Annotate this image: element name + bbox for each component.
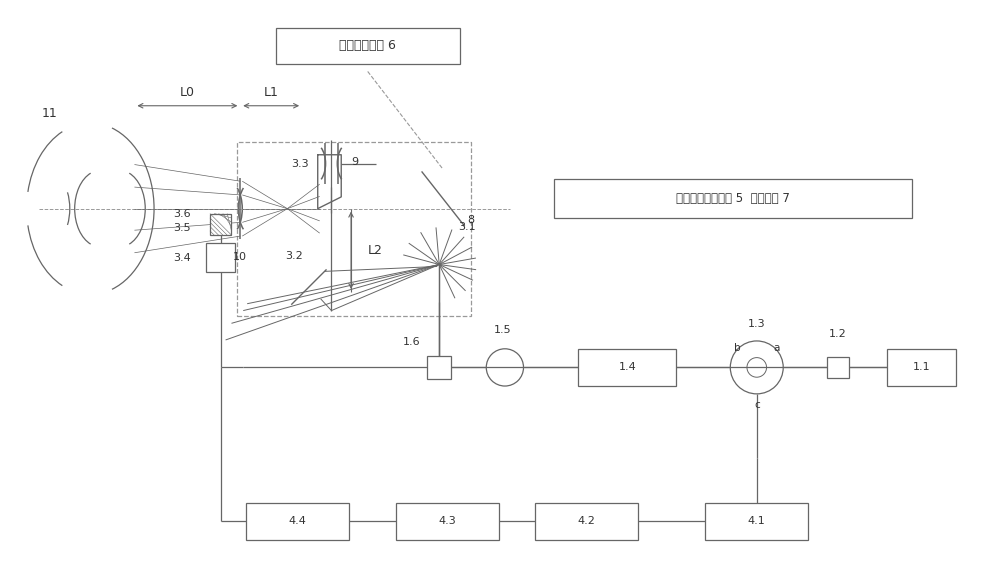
Text: 1.6: 1.6 (403, 337, 421, 347)
Bar (578, 349, 676, 386)
Text: 3.5: 3.5 (174, 223, 191, 233)
Text: 3.3: 3.3 (291, 159, 309, 168)
Text: c: c (754, 400, 760, 410)
Text: L0: L0 (180, 86, 195, 98)
Text: 3.1: 3.1 (458, 222, 475, 232)
Bar (887, 349, 956, 386)
Bar (276, 28, 460, 64)
Text: 10: 10 (233, 252, 247, 262)
Text: 3.6: 3.6 (174, 208, 191, 218)
Text: 8: 8 (467, 215, 474, 225)
Text: a: a (773, 343, 780, 353)
Text: 被测眼固视光组件 5  观测单元 7: 被测眼固视光组件 5 观测单元 7 (676, 192, 790, 206)
Text: 3.4: 3.4 (174, 252, 191, 263)
Text: 4.1: 4.1 (748, 516, 766, 526)
Text: 11: 11 (41, 107, 57, 120)
Text: 1.1: 1.1 (913, 362, 930, 372)
Text: 眼底照明组件 6: 眼底照明组件 6 (339, 39, 396, 53)
Text: 4.2: 4.2 (577, 516, 595, 526)
Text: 4.3: 4.3 (438, 516, 456, 526)
Bar (237, 142, 471, 317)
Bar (535, 503, 638, 540)
Bar (210, 214, 231, 235)
Bar (427, 356, 451, 379)
Text: 4.4: 4.4 (288, 516, 306, 526)
Text: 3.2: 3.2 (285, 251, 303, 261)
Text: 1.5: 1.5 (494, 325, 512, 335)
Text: 9: 9 (351, 156, 359, 167)
Text: 1.2: 1.2 (829, 329, 847, 339)
Bar (396, 503, 499, 540)
Bar (705, 503, 808, 540)
Bar (206, 243, 235, 272)
Text: L1: L1 (264, 86, 279, 98)
Bar (246, 503, 349, 540)
Bar (554, 179, 912, 218)
Text: 1.4: 1.4 (619, 362, 636, 372)
Text: L2: L2 (368, 244, 383, 257)
Text: b: b (734, 343, 740, 353)
Bar (827, 357, 849, 378)
Text: 1.3: 1.3 (748, 319, 766, 329)
